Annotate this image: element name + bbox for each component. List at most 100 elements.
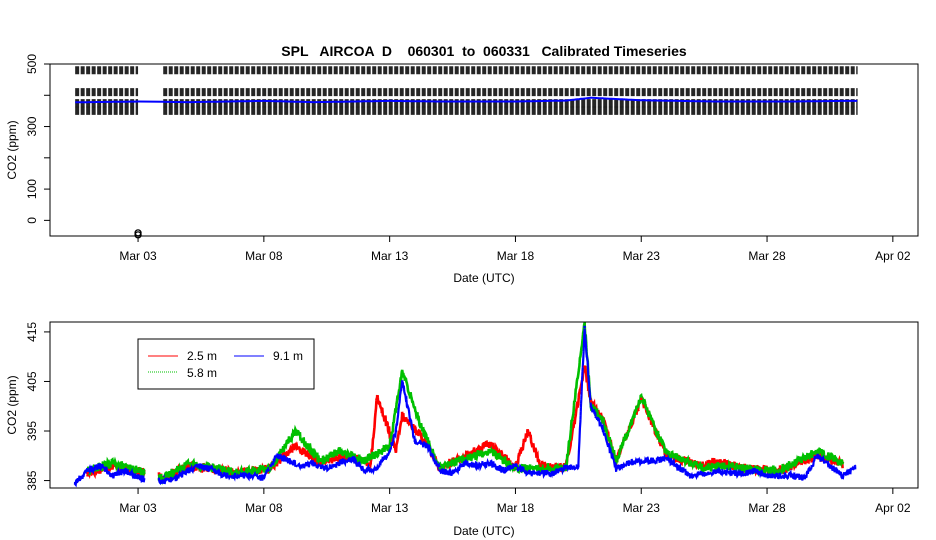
bottom-plot-frame [49, 321, 919, 489]
data-point-5-8-m [583, 323, 586, 326]
data-point-9-1-m [287, 459, 291, 462]
legend-label-5-8m: 5.8 m [187, 366, 217, 380]
data-point-9-1-m [99, 464, 102, 467]
legend-label-2-5m: 2.5 m [187, 349, 217, 363]
data-point-9-1-m [640, 459, 643, 462]
data-point-2-5-m [640, 397, 643, 401]
data-point-9-1-m [728, 471, 731, 475]
data-point-5-8-m [602, 419, 605, 423]
data-point-9-1-m [702, 471, 706, 475]
data-point-5-8-m [187, 462, 190, 465]
top-x-tick-label: Mar 08 [245, 249, 283, 263]
data-point-9-1-m [413, 439, 417, 443]
data-point-9-1-m [199, 464, 203, 467]
data-point-2-5-m [375, 395, 379, 398]
data-point-9-1-m [551, 471, 555, 475]
top-plot-frame [49, 63, 919, 237]
data-point-9-1-m [426, 444, 429, 448]
data-point-9-1-m [677, 466, 681, 470]
top-x-tick-label: Mar 18 [497, 249, 535, 263]
data-point-9-1-m [690, 474, 693, 477]
data-point-9-1-m [501, 469, 505, 472]
top-y-tick-label: 100 [25, 179, 39, 199]
top-data-marks [75, 66, 858, 239]
data-point-9-1-m [778, 474, 781, 477]
data-point-9-1-m [300, 464, 303, 467]
data-point-9-1-m [388, 449, 391, 453]
data-point-5-8-m [640, 395, 643, 398]
legend-label-9-1m: 9.1 m [273, 349, 303, 363]
data-point-9-1-m [401, 380, 404, 383]
data-point-2-5-m [111, 464, 115, 467]
data-point-9-1-m [325, 466, 328, 470]
data-point-9-1-m [224, 474, 228, 477]
data-point-9-1-m [187, 469, 190, 472]
data-point-9-1-m [86, 469, 89, 472]
data-point-2-5-m [583, 365, 586, 368]
data-point-5-8-m [162, 476, 165, 480]
bottom-chart: Mar 03 Mar 08 Mar 13 Mar 18 Mar 23 Mar 28 Apr … [5, 321, 919, 538]
legend-box [137, 338, 315, 390]
data-point-9-1-m [803, 476, 806, 480]
data-point-9-1-m [791, 474, 794, 477]
data-point-9-1-m [753, 469, 756, 472]
top-x-tick-label: Mar 23 [623, 249, 661, 263]
data-point-9-1-m [262, 476, 266, 480]
data-point-5-8-m [363, 459, 366, 462]
data-point-5-8-m [294, 429, 297, 433]
data-point-9-1-m [539, 471, 542, 475]
data-point-2-5-m [294, 444, 297, 448]
data-point-9-1-m [250, 474, 253, 477]
top-x-tick-label: Mar 03 [119, 249, 157, 263]
data-point-5-8-m [740, 466, 744, 470]
data-point-5-8-m [401, 370, 404, 373]
data-point-9-1-m [589, 405, 593, 408]
data-point-5-8-m [319, 459, 322, 462]
data-point-9-1-m [489, 462, 492, 465]
bottom-x-tick-label: Mar 18 [497, 501, 535, 515]
data-point-5-8-m [514, 466, 517, 470]
data-point-9-1-m [564, 466, 567, 470]
data-point-9-1-m [451, 471, 454, 475]
data-point-2-5-m [86, 471, 89, 475]
data-point-9-1-m [652, 459, 656, 462]
data-point-9-1-m [816, 454, 819, 457]
top-chart: Mar 03 Mar 08 Mar 13 Mar 18 Mar 23 Mar 28 Apr … [5, 54, 919, 285]
data-point-9-1-m [526, 471, 530, 475]
bottom-y-tick-label: 395 [25, 421, 39, 441]
data-point-5-8-m [136, 469, 140, 472]
top-x-axis-label: Date (UTC) [453, 271, 514, 285]
data-point-9-1-m [394, 429, 398, 433]
bottom-x-tick-label: Apr 02 [875, 501, 911, 515]
data-point-2-5-m [463, 454, 467, 457]
data-point-9-1-m [438, 469, 442, 472]
data-point-5-8-m [614, 459, 618, 462]
bottom-x-tick-label: Mar 23 [623, 501, 661, 515]
data-point-9-1-m [275, 454, 278, 457]
bottom-x-tick-label: Mar 03 [119, 501, 157, 515]
data-point-9-1-m [614, 466, 618, 470]
data-point-9-1-m [375, 466, 379, 470]
data-point-5-8-m [715, 464, 718, 467]
top-y-axis-label: CO2 (ppm) [5, 120, 19, 179]
data-point-9-1-m [111, 474, 115, 477]
data-point-5-8-m [778, 469, 781, 472]
data-point-5-8-m [702, 466, 706, 470]
data-point-9-1-m [715, 469, 718, 472]
data-point-2-5-m [702, 464, 706, 467]
data-point-5-8-m [237, 471, 240, 475]
data-point-9-1-m [583, 325, 586, 329]
data-point-2-5-m [665, 454, 668, 457]
data-point-2-5-m [187, 464, 190, 467]
data-point-9-1-m [124, 469, 127, 472]
chart-title: SPL AIRCOA D 060301 to 060331 Calibrated… [281, 43, 687, 59]
data-point-5-8-m [539, 466, 542, 470]
bottom-axes: Mar 03 Mar 08 Mar 13 Mar 18 Mar 23 Mar 28 Apr … [25, 322, 911, 515]
legend: 2.5 m 9.1 m 5.8 m [137, 338, 315, 390]
bottom-y-axis-label: CO2 (ppm) [5, 375, 19, 434]
bottom-y-tick-label: 415 [25, 322, 39, 342]
bottom-x-tick-label: Mar 08 [245, 501, 283, 515]
data-point-9-1-m [350, 457, 354, 460]
top-x-tick-label: Mar 28 [748, 249, 786, 263]
